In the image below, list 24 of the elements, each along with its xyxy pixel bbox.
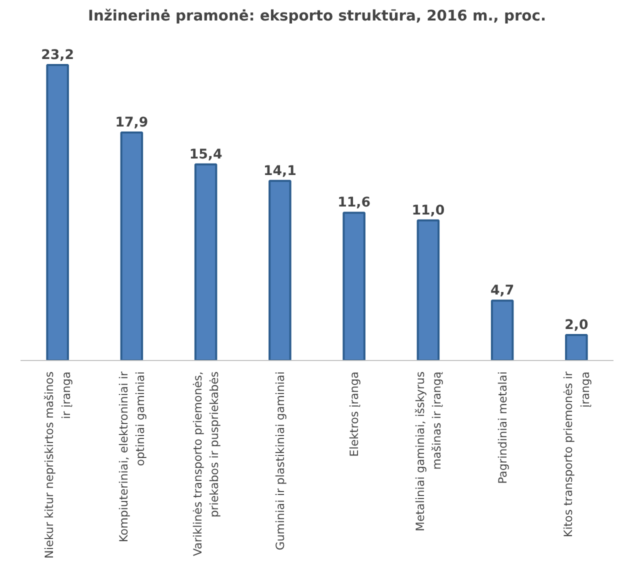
data-label: 23,2	[41, 48, 74, 63]
bar	[416, 219, 440, 360]
bar	[268, 180, 292, 360]
bar	[490, 300, 514, 360]
data-label: 15,4	[189, 147, 222, 162]
x-tick-label: Pagrindiniai metalai	[495, 371, 510, 484]
x-tick-label: Kitos transporto priemonės ir įranga	[561, 371, 592, 538]
data-label: 17,9	[115, 115, 148, 130]
x-tick-label: Metaliniai gaminiai, išskyrus mašinas ir įrangą	[412, 371, 444, 532]
x-tick-label: Niekur kitur nepriskirtos mašinos ir įranga	[42, 371, 73, 559]
chart-title: Inžinerinė pramonė: eksporto struktūra, 2016 m., proc.	[88, 8, 546, 24]
x-tick-label: Elektros įranga	[347, 371, 362, 457]
x-tick-label: Kompiuteriniai, elektroniniai ir optiniai gaminiai	[116, 371, 148, 542]
data-label: 2,0	[564, 318, 588, 334]
bar	[342, 212, 366, 360]
bar	[120, 131, 144, 360]
bar	[46, 64, 69, 360]
data-label: 14,1	[263, 164, 296, 179]
bar	[194, 163, 218, 360]
data-label: 11,6	[338, 196, 371, 211]
bar	[565, 334, 588, 360]
data-label: 11,0	[412, 203, 445, 218]
data-label: 4,7	[490, 284, 514, 299]
x-tick-label: Guminiai ir plastikiniai gaminiai	[272, 371, 287, 550]
